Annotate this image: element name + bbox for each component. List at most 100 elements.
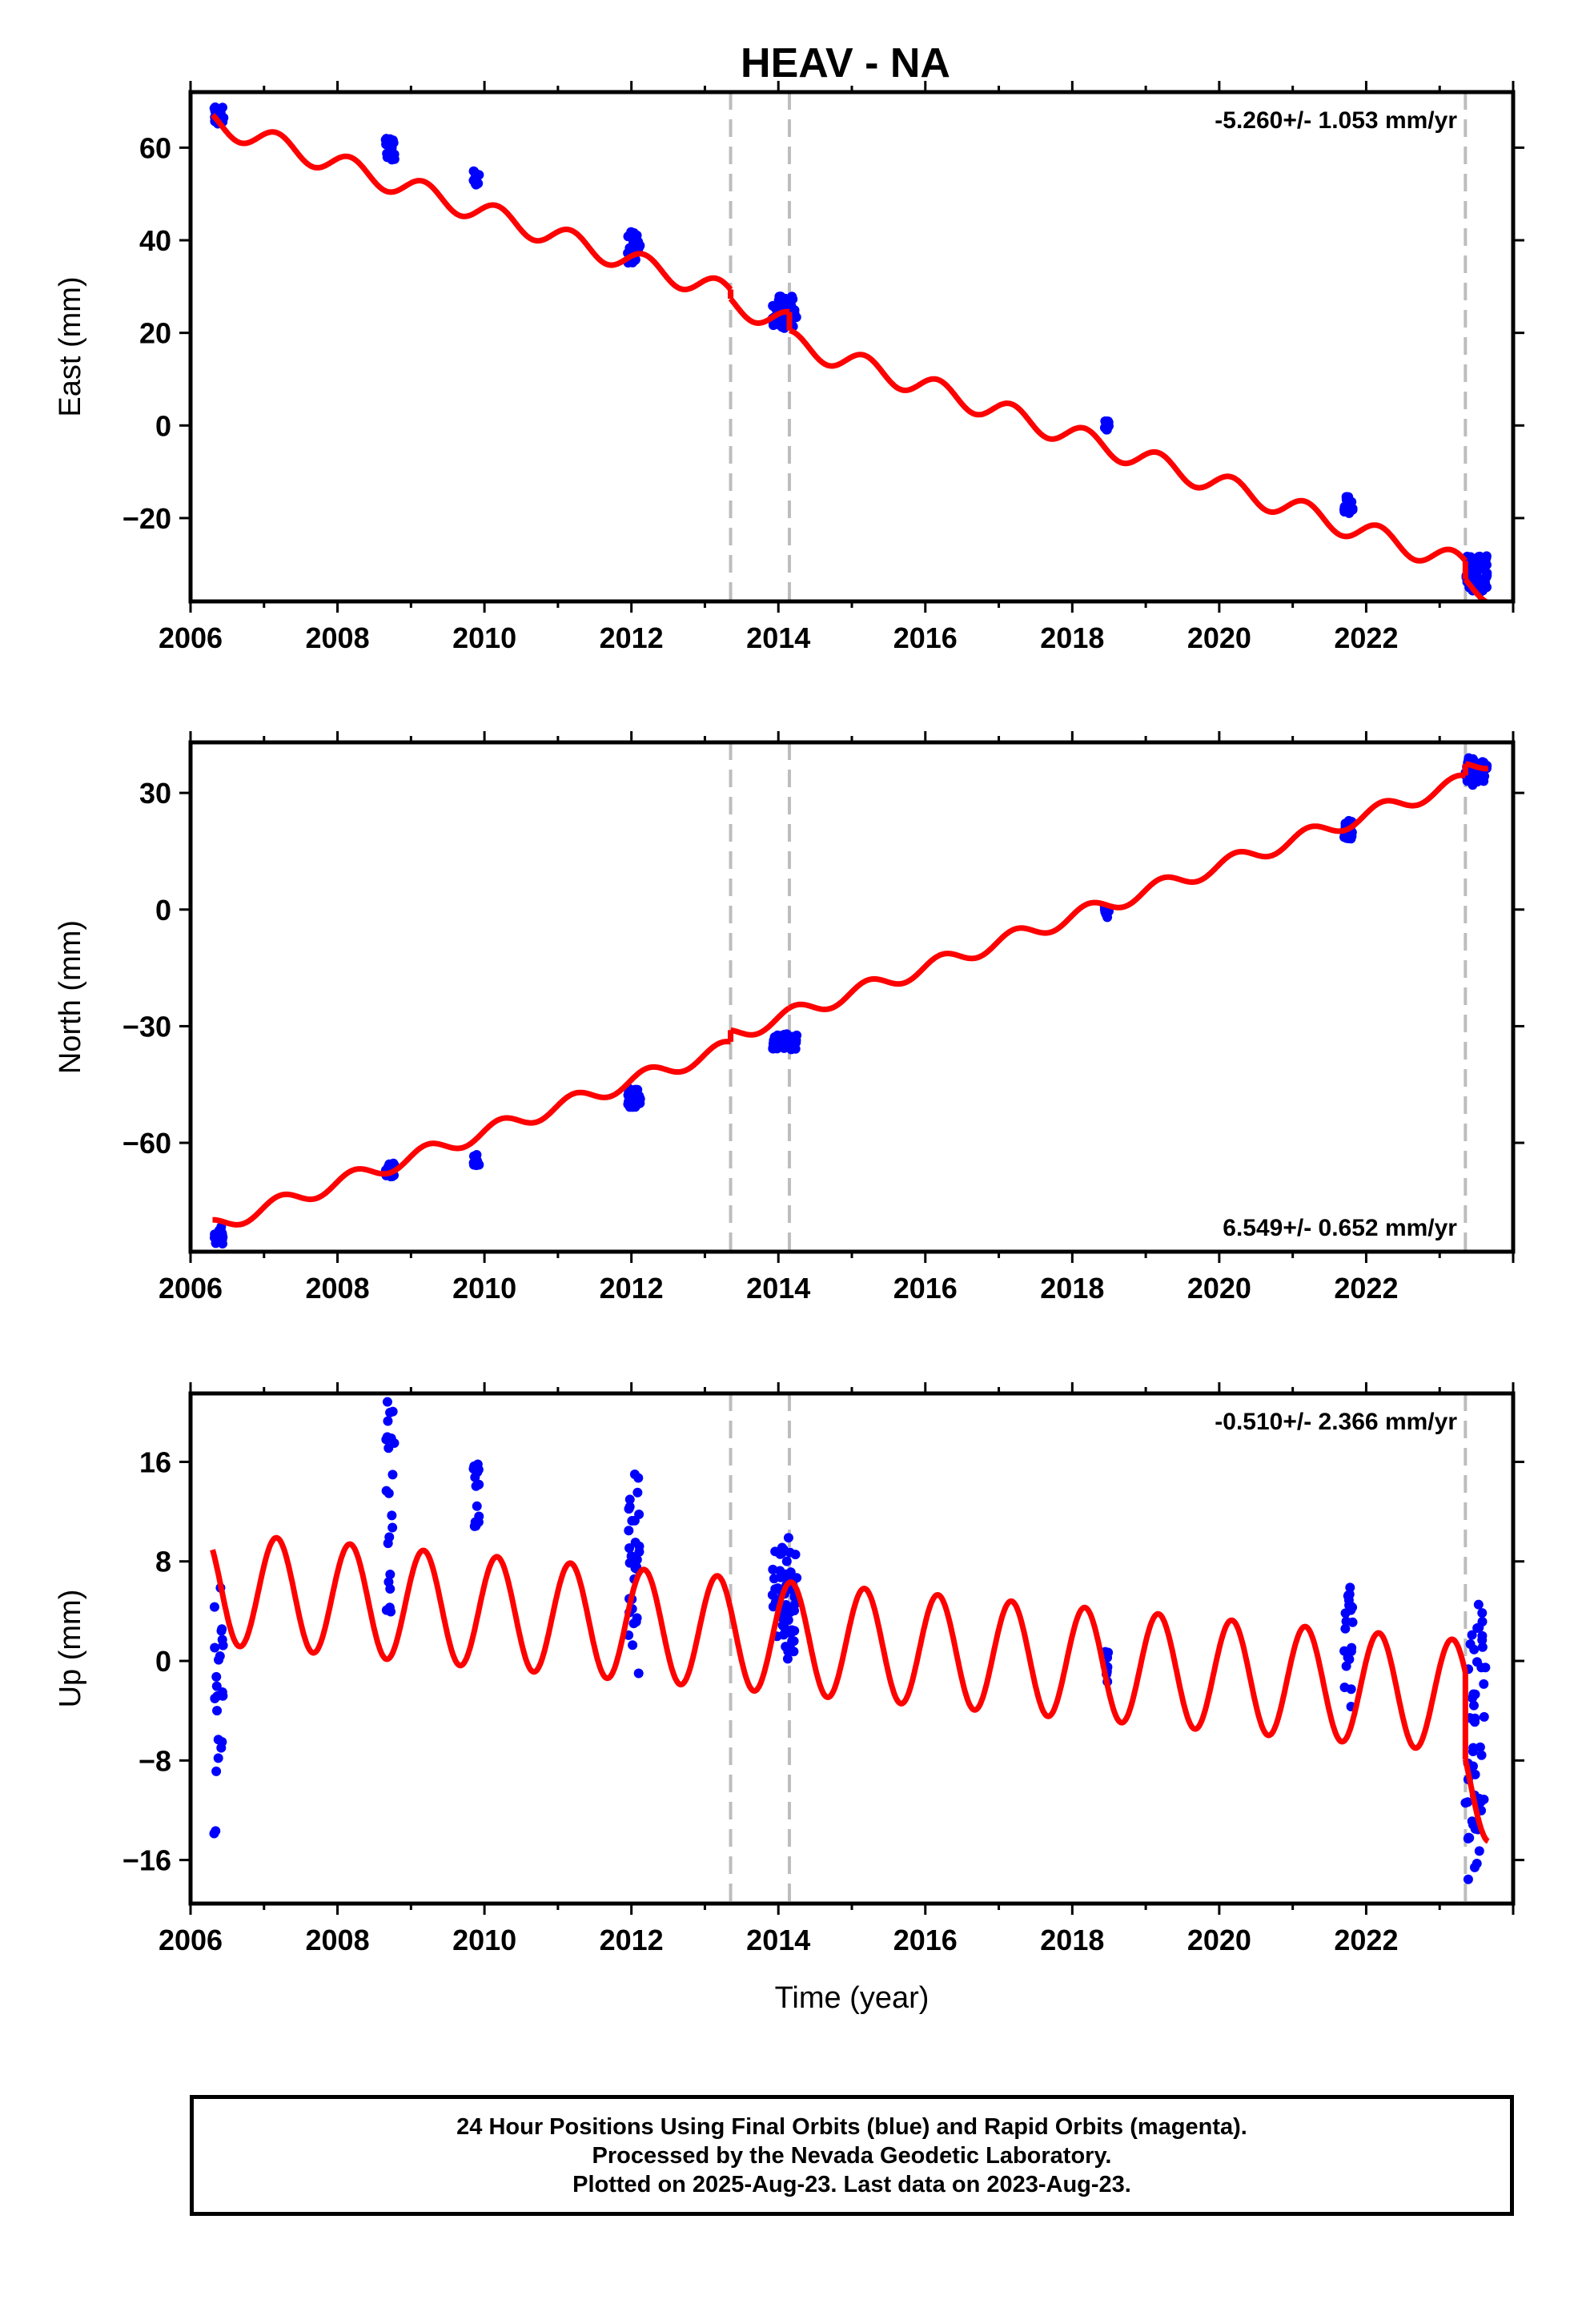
observation-point — [779, 1030, 789, 1040]
x-tick-label: 2014 — [746, 621, 810, 654]
observation-point — [624, 243, 635, 253]
observation-point — [1470, 772, 1480, 782]
observation-point — [624, 1543, 635, 1554]
model-curve — [210, 1534, 1468, 1751]
observation-point — [785, 295, 795, 305]
y-tick-label: −60 — [122, 1127, 171, 1160]
observation-point — [1102, 417, 1112, 428]
observation-point — [768, 1564, 778, 1574]
observation-point — [627, 1516, 637, 1526]
observation-point — [215, 1236, 225, 1247]
observation-point — [217, 1737, 227, 1747]
observation-point — [212, 1706, 223, 1716]
y-tick-label: −8 — [139, 1744, 171, 1777]
y-tick-label: 16 — [139, 1445, 171, 1478]
y-tick-label: 30 — [139, 777, 171, 810]
y-tick-label: 8 — [155, 1546, 171, 1578]
observation-point — [471, 170, 481, 180]
observation-point — [1468, 1689, 1479, 1699]
observation-point — [1466, 552, 1476, 562]
x-tick-label: 2010 — [452, 621, 516, 654]
observation-point — [624, 1502, 635, 1512]
observation-point — [1472, 1858, 1482, 1868]
x-tick-label: 2006 — [159, 1272, 223, 1305]
observation-point — [633, 236, 644, 247]
x-tick-label: 2018 — [1040, 1924, 1104, 1956]
observation-point — [214, 1655, 224, 1665]
observation-point — [1467, 1816, 1477, 1827]
rate-label: 6.549+/- 0.652 mm/yr — [1223, 1215, 1457, 1241]
observation-point — [214, 1225, 224, 1236]
observation-point — [785, 1039, 795, 1050]
observation-point — [468, 1158, 479, 1168]
rate-label: -0.510+/- 2.366 mm/yr — [1215, 1409, 1457, 1435]
observation-point — [778, 1630, 789, 1640]
y-tick-label: 40 — [139, 224, 171, 257]
observation-point — [1475, 1742, 1485, 1752]
observations — [209, 102, 1492, 597]
x-tick-label: 2010 — [452, 1924, 516, 1956]
caption-line-3: Plotted on 2025-Aug-23. Last data on 202… — [572, 2171, 1131, 2197]
observation-point — [1477, 1617, 1488, 1627]
model-curve — [787, 772, 1468, 1012]
model-curve — [787, 328, 1468, 564]
observation-point — [385, 1570, 396, 1580]
observation-point — [769, 1574, 779, 1584]
observation-point — [386, 1433, 396, 1443]
observation-point — [634, 1509, 644, 1519]
observation-point — [779, 1545, 789, 1555]
model-curve — [211, 1039, 733, 1228]
observation-point — [1479, 1711, 1489, 1722]
observation-point — [785, 1607, 796, 1618]
observation-point — [389, 154, 400, 164]
x-tick-label: 2012 — [600, 1924, 664, 1956]
x-tick-label: 2018 — [1040, 1272, 1104, 1305]
y-tick-label: 0 — [155, 409, 171, 442]
x-tick-label: 2020 — [1187, 1272, 1251, 1305]
panel-up: 2006 2008 2010 2012 2014 2016 2018 2020 2022 16 8 0… — [54, 1382, 1524, 2015]
observation-point — [783, 1614, 793, 1625]
observation-point — [626, 227, 636, 237]
observation-point — [212, 1691, 223, 1702]
observation-point — [774, 293, 785, 304]
observation-point — [213, 1753, 223, 1763]
x-tick-label: 2016 — [893, 1272, 958, 1305]
observation-point — [387, 1522, 398, 1533]
observation-point — [624, 1526, 634, 1536]
observation-point — [789, 1599, 800, 1610]
y-tick-label: 60 — [139, 131, 171, 164]
panel-north: 2006 2008 2010 2012 2014 2016 2018 2020 2022 30 0 −… — [54, 731, 1524, 1305]
observation-point — [1477, 757, 1488, 767]
observation-point — [217, 1624, 227, 1634]
y-tick-label: −20 — [122, 502, 171, 535]
observation-point — [209, 1602, 219, 1612]
chart-title: HEAV - NA — [741, 40, 950, 86]
x-tick-label: 2016 — [893, 1924, 958, 1956]
x-tick-label: 2008 — [306, 621, 370, 654]
observation-point — [387, 1510, 397, 1521]
x-tick-label: 2006 — [159, 1924, 223, 1956]
observation-point — [634, 1098, 644, 1108]
observation-point — [1340, 1623, 1351, 1634]
observation-point — [474, 1479, 484, 1490]
y-tick-label: 0 — [155, 1645, 171, 1678]
observation-point — [631, 1617, 641, 1627]
observation-point — [383, 1577, 394, 1587]
observation-point — [633, 1473, 644, 1483]
x-tick-label: 2014 — [746, 1272, 810, 1305]
observation-point — [1342, 496, 1352, 506]
x-tick-label: 2022 — [1334, 1924, 1398, 1956]
observation-point — [1477, 1630, 1488, 1641]
x-axis-label: Time (year) — [775, 1981, 930, 2015]
y-axis-label: North (mm) — [54, 920, 87, 1074]
observation-point — [210, 1642, 220, 1653]
caption-box: 24 Hour Positions Using Final Orbits (bl… — [190, 2095, 1514, 2216]
observation-point — [785, 1567, 796, 1578]
y-tick-label: 20 — [139, 317, 171, 350]
observations — [209, 753, 1492, 1249]
observation-point — [628, 1640, 638, 1651]
x-tick-label: 2018 — [1040, 621, 1104, 654]
observation-point — [1339, 1646, 1350, 1656]
x-tick-label: 2006 — [159, 621, 223, 654]
caption-line-1: 24 Hour Positions Using Final Orbits (bl… — [456, 2113, 1247, 2140]
